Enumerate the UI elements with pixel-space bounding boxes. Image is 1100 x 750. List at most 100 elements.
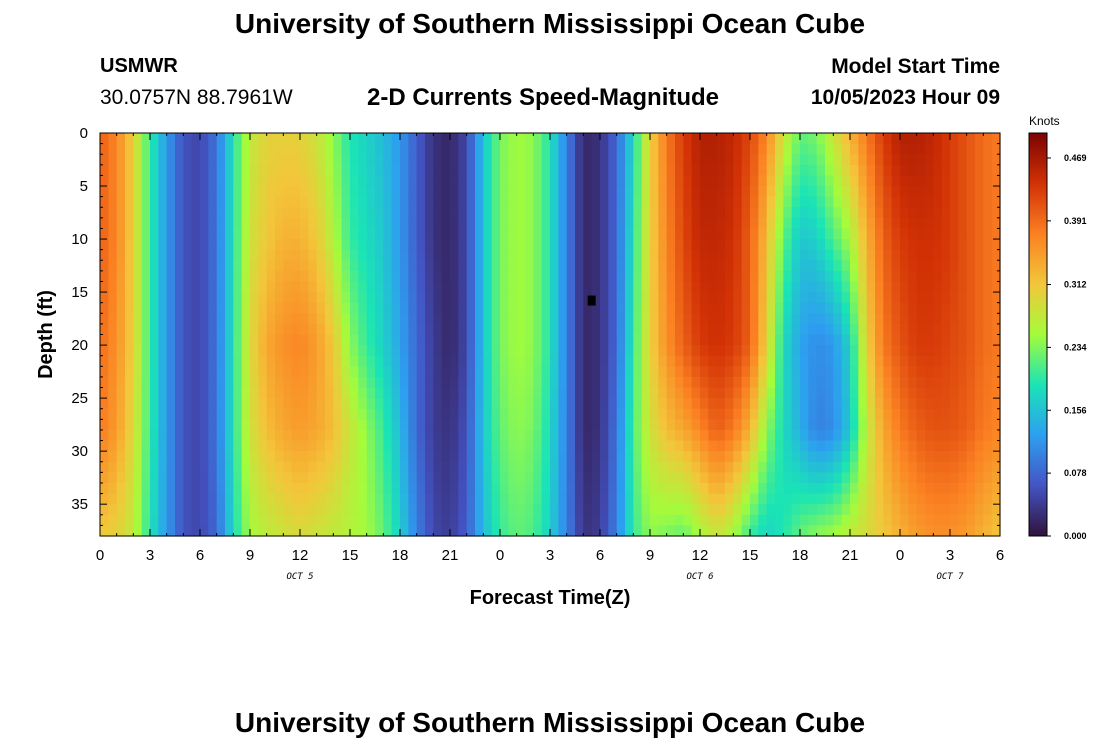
heatmap-cell [541,451,551,463]
heatmap-cell [916,313,926,325]
heatmap-cell [141,408,151,420]
heatmap-cell [933,302,943,314]
heatmap-cell [183,154,193,166]
heatmap-cell [366,376,376,389]
heatmap-cell [283,207,293,219]
heatmap-cell [525,270,534,283]
heatmap-cell [416,461,426,473]
heatmap-cell [225,260,234,272]
heatmap-cell [100,270,109,283]
heatmap-cell [675,281,684,293]
heatmap-cell [850,472,859,484]
heatmap-cell [800,387,809,399]
heatmap-cell [300,355,309,367]
heatmap-cell [908,429,918,442]
heatmap-cell [208,196,218,208]
heatmap-cell [416,196,426,208]
heatmap-cell [141,514,151,526]
heatmap-cell [158,398,168,410]
heatmap-cell [308,408,318,420]
heatmap-cell [366,260,376,272]
heatmap-cell [616,196,626,208]
heatmap-cell [708,440,718,452]
heatmap-cell [450,292,459,304]
heatmap-cell [316,355,326,367]
heatmap-cell [766,164,776,177]
heatmap-cell [241,207,251,219]
heatmap-cell [558,408,568,420]
heatmap-cell [333,175,343,187]
heatmap-cell [425,408,434,420]
heatmap-cell [175,239,184,251]
heatmap-cell [591,482,601,495]
heatmap-cell [750,387,759,399]
heatmap-cell [816,292,826,304]
heatmap-cell [116,154,126,166]
heatmap-cell [233,345,243,357]
heatmap-cell [766,239,776,251]
heatmap-cell [816,482,826,495]
heatmap-cell [666,313,676,325]
heatmap-cell [700,440,709,452]
heatmap-cell [575,228,584,240]
y-tick-label: 5 [80,178,88,195]
heatmap-cell [900,355,909,367]
heatmap-cell [825,207,834,219]
heatmap-cell [850,461,859,473]
heatmap-cell [775,493,784,505]
heatmap-cell [975,514,984,526]
heatmap-cell [691,440,701,452]
heatmap-cell [750,217,759,230]
heatmap-cell [700,387,709,399]
heatmap-cell [516,239,526,251]
heatmap-cell [750,175,759,187]
heatmap-cell [650,292,659,304]
heatmap-cell [200,366,209,378]
heatmap-cell [150,345,159,357]
heatmap-cell [133,493,143,505]
heatmap-cell [883,154,893,166]
heatmap-cell [866,504,876,516]
heatmap-cell [833,249,843,261]
heatmap-cell [808,461,818,473]
heatmap-cell [283,217,293,230]
heatmap-cell [516,366,526,378]
heatmap-cell [258,292,268,304]
heatmap-cell [308,461,318,473]
heatmap-cell [175,207,184,219]
heatmap-cell [450,143,459,155]
heatmap-cell [516,408,526,420]
heatmap-cell [458,345,468,357]
heatmap-cell [516,281,526,293]
heatmap-cell [983,270,993,283]
heatmap-cell [675,143,684,155]
heatmap-cell [300,525,309,537]
heatmap-cell [641,164,651,177]
heatmap-cell [500,196,509,208]
heatmap-cell [566,164,576,177]
heatmap-cell [383,302,393,314]
heatmap-cell [150,376,159,389]
heatmap-cell [900,345,909,357]
heatmap-cell [800,228,809,240]
heatmap-cell [641,228,651,240]
heatmap-cell [108,408,118,420]
heatmap-cell [341,228,351,240]
heatmap-cell [675,408,684,420]
heatmap-cell [516,387,526,399]
heatmap-cell [516,376,526,389]
heatmap-cell [600,440,609,452]
heatmap-cell [325,302,334,314]
heatmap-cell [200,387,209,399]
heatmap-cell [758,504,768,516]
heatmap-cell [925,239,934,251]
heatmap-cell [741,249,751,261]
heatmap-cell [125,525,134,537]
heatmap-cell [508,451,518,463]
heatmap-cell [658,239,668,251]
heatmap-cell [716,408,726,420]
heatmap-cell [758,514,768,526]
heatmap-cell [941,228,951,240]
heatmap-cell [750,207,759,219]
heatmap-cell [600,482,609,495]
